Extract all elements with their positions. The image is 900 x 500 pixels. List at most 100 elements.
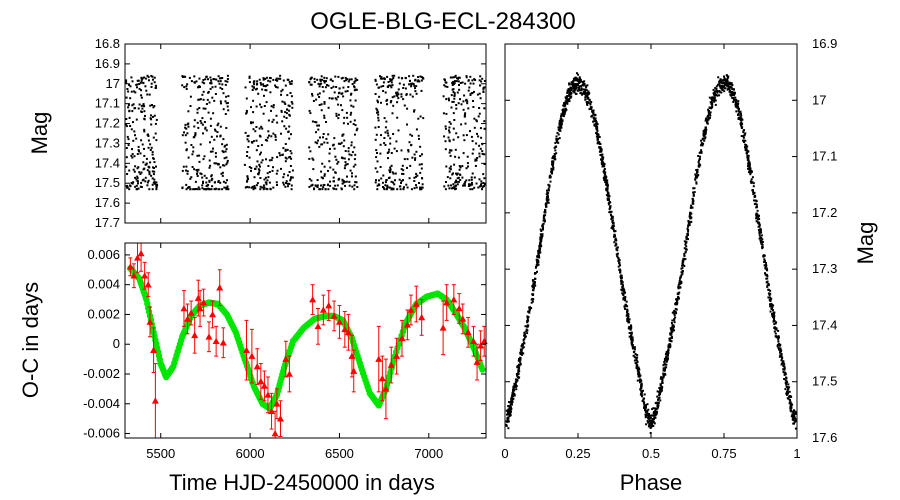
phased-point: [506, 420, 509, 423]
phased-point: [618, 262, 621, 265]
light-curve-point: [186, 170, 189, 173]
light-curve-point: [208, 166, 211, 169]
phased-point: [659, 383, 662, 386]
phased-point: [742, 139, 745, 142]
o-c-observed-point: [187, 309, 195, 316]
light-curve-point: [151, 188, 154, 191]
light-curve-point: [408, 83, 411, 86]
light-curve-point: [214, 128, 216, 131]
phased-point: [547, 201, 550, 204]
phased-point: [600, 154, 603, 157]
phased-point: [744, 132, 747, 135]
light-curve-point: [251, 185, 254, 188]
light-curve-point: [451, 100, 454, 103]
light-curve-point: [280, 90, 283, 93]
phased-point: [674, 307, 677, 310]
light-curve-point: [316, 124, 319, 127]
light-curve-point: [318, 145, 321, 148]
phased-point: [576, 89, 579, 92]
phased-point: [582, 81, 585, 84]
phased-point: [635, 363, 638, 366]
o-c-y-tick-label: -0.006: [83, 426, 120, 441]
light-curve-point: [448, 187, 451, 190]
light-curve-point: [377, 101, 379, 104]
light-curve-point: [203, 188, 206, 191]
light-curve-point: [405, 183, 408, 186]
light-curve-point: [250, 169, 252, 172]
light-curve-point: [342, 86, 345, 89]
light-curve-point: [323, 101, 326, 103]
phased-point: [777, 329, 780, 332]
light-curve-point: [329, 166, 332, 169]
phased-point: [775, 328, 778, 331]
light-curve-point: [185, 127, 188, 130]
phased-point: [614, 230, 617, 233]
light-curve-point: [340, 104, 342, 107]
light-curve-point: [288, 81, 291, 83]
phased-point: [540, 244, 543, 247]
light-curve-y-tick-label: 17.4: [95, 155, 120, 170]
phased-point: [517, 368, 520, 371]
phased-point: [692, 193, 695, 196]
light-curve-point: [329, 184, 332, 187]
light-curve-point: [353, 80, 356, 83]
light-curve-point: [415, 150, 418, 153]
light-curve-point: [379, 143, 382, 146]
light-curve-point: [265, 158, 267, 161]
light-curve-point: [383, 117, 386, 120]
phased-y-tick-label: 17.4: [812, 317, 837, 332]
light-curve-point: [320, 170, 323, 173]
light-curve-point: [376, 170, 379, 173]
phased-point: [703, 139, 706, 142]
phased-point: [598, 146, 601, 149]
phased-point: [687, 220, 690, 223]
light-curve-point: [128, 188, 131, 191]
phased-point: [561, 114, 564, 117]
light-curve-point: [140, 94, 143, 97]
light-curve-point: [243, 163, 246, 166]
phased-point: [593, 118, 596, 121]
phased-point: [675, 302, 678, 304]
light-curve-point: [349, 113, 352, 116]
light-curve-point: [413, 176, 416, 179]
light-curve-point: [282, 181, 285, 184]
light-curve-point: [417, 134, 420, 137]
phased-point: [507, 405, 510, 408]
light-curve-point: [309, 78, 312, 81]
light-curve-point: [447, 136, 450, 139]
light-curve-point: [136, 167, 139, 170]
phased-point: [729, 89, 732, 92]
light-curve-point: [343, 80, 346, 83]
light-curve-point: [226, 78, 229, 80]
light-curve-point: [212, 112, 215, 115]
phased-point: [692, 191, 695, 194]
light-curve-point: [354, 175, 357, 178]
light-curve-point: [406, 166, 408, 169]
light-curve-point: [184, 123, 187, 126]
phased-point: [711, 103, 714, 106]
phased-point: [657, 406, 659, 409]
phased-point: [652, 420, 655, 423]
phased-point: [731, 84, 734, 86]
phased-point: [547, 189, 550, 192]
phased-point: [569, 86, 572, 89]
light-curve-point: [447, 97, 450, 100]
light-curve-point: [137, 149, 140, 152]
phased-point: [718, 90, 721, 92]
light-curve-point: [407, 149, 410, 151]
phased-point: [597, 133, 600, 136]
phased-point: [569, 93, 572, 96]
phased-point: [575, 78, 578, 81]
phased-point: [604, 176, 607, 179]
phased-point: [560, 124, 563, 127]
phased-point: [613, 241, 616, 244]
light-curve-point: [196, 154, 199, 157]
light-curve-point: [315, 121, 318, 124]
phased-point: [673, 329, 675, 332]
light-curve-point: [288, 182, 291, 185]
light-curve-point: [209, 141, 211, 144]
phased-point: [615, 242, 618, 245]
phased-point: [605, 194, 608, 197]
light-curve-point: [326, 84, 328, 86]
